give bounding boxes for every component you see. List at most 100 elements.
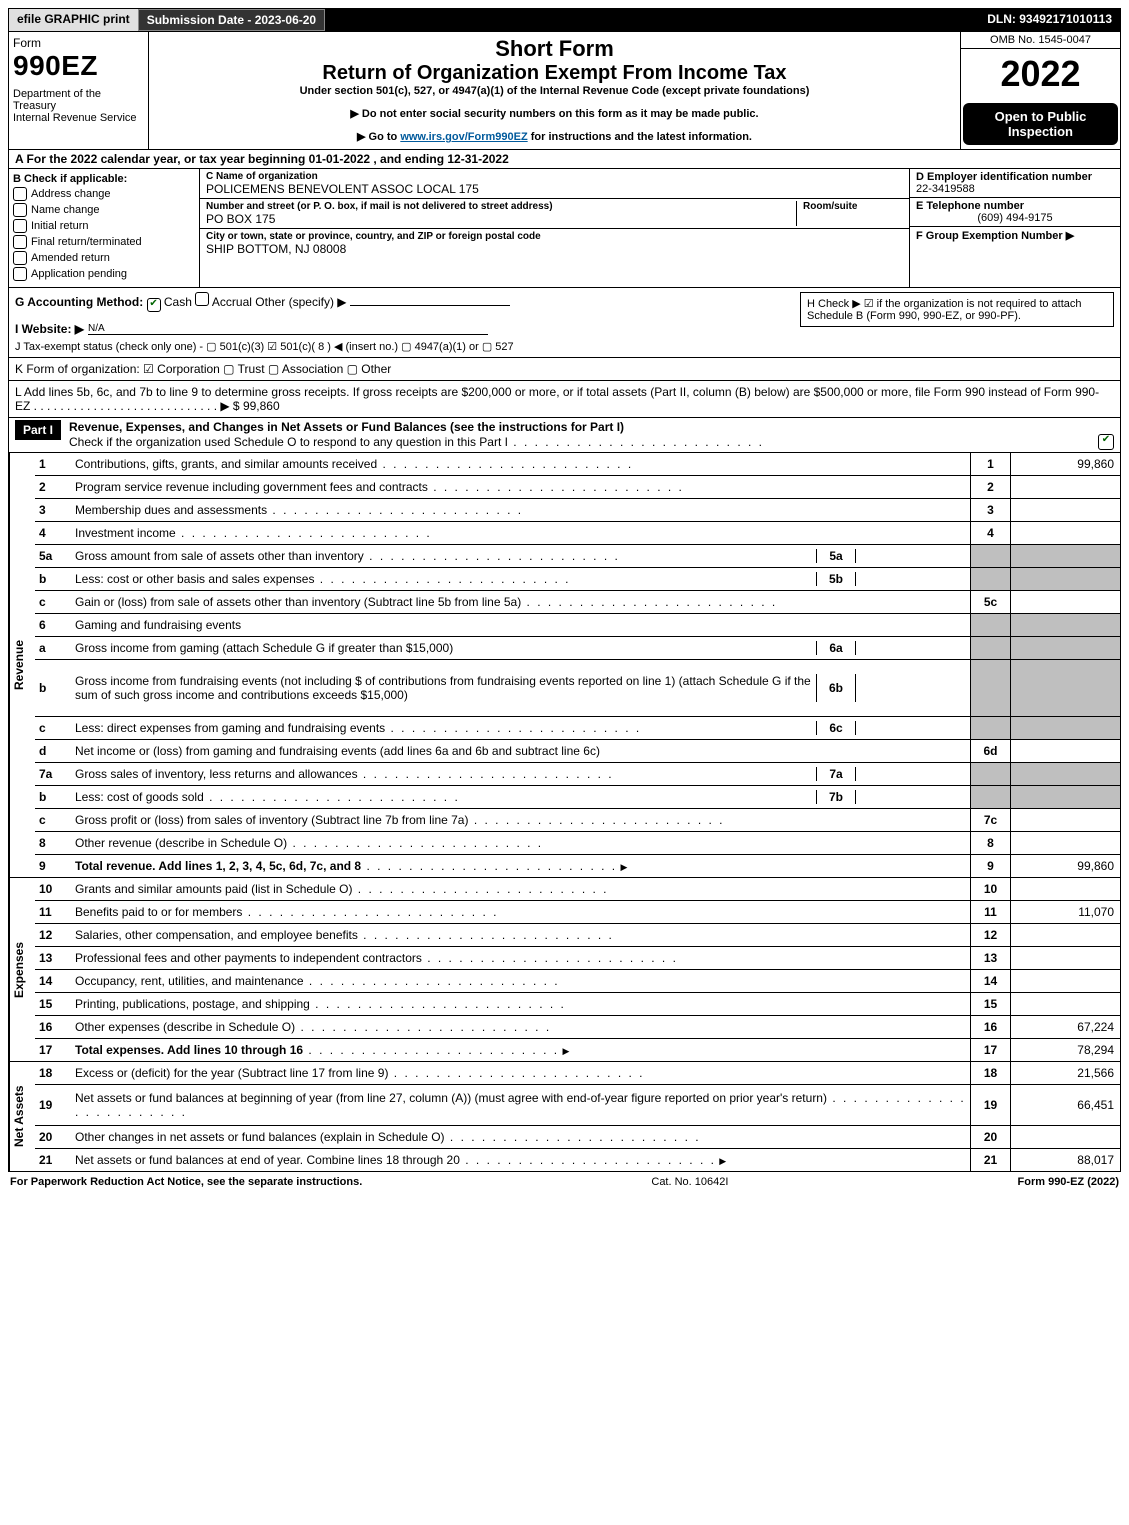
col-c-org-info: C Name of organization POLICEMENS BENEVO… (199, 169, 910, 287)
line-6a: aGross income from gaming (attach Schedu… (35, 637, 1120, 660)
form-header: Form 990EZ Department of the Treasury In… (8, 32, 1121, 150)
line-5b: bLess: cost or other basis and sales exp… (35, 568, 1120, 591)
part1-schedule-o-chk[interactable] (1098, 434, 1114, 450)
footer-left: For Paperwork Reduction Act Notice, see … (10, 1176, 362, 1188)
g-other-input[interactable] (350, 305, 510, 306)
i-website-row: I Website: ▶ N/A (15, 322, 792, 336)
phone-value: (609) 494-9175 (916, 212, 1114, 224)
part1-header-row: Part I Revenue, Expenses, and Changes in… (8, 418, 1121, 453)
col-def: D Employer identification number 22-3419… (910, 169, 1120, 287)
addr-label: Number and street (or P. O. box, if mail… (206, 201, 796, 212)
chk-cash[interactable] (147, 298, 161, 312)
line-15: 15Printing, publications, postage, and s… (35, 993, 1120, 1016)
line-10: 10Grants and similar amounts paid (list … (35, 878, 1120, 901)
g-label: G Accounting Method: (15, 295, 143, 309)
expenses-ledger: Expenses 10Grants and similar amounts pa… (8, 878, 1121, 1062)
line-6d: dNet income or (loss) from gaming and fu… (35, 740, 1120, 763)
row-a-tax-year: A For the 2022 calendar year, or tax yea… (8, 150, 1121, 169)
part1-badge: Part I (15, 420, 61, 440)
d-label: D Employer identification number (916, 171, 1114, 183)
header-center: Short Form Return of Organization Exempt… (149, 32, 960, 149)
org-address: PO BOX 175 (206, 212, 796, 226)
title-short-form: Short Form (153, 36, 956, 62)
e-phone-block: E Telephone number (609) 494-9175 (910, 198, 1120, 227)
department-label: Department of the Treasury Internal Reve… (13, 88, 144, 124)
revenue-side-label: Revenue (9, 453, 35, 877)
irs-link[interactable]: www.irs.gov/Form990EZ (400, 131, 527, 143)
subtitle-under: Under section 501(c), 527, or 4947(a)(1)… (153, 85, 956, 97)
room-label: Room/suite (803, 201, 903, 212)
chk-amended-return[interactable]: Amended return (13, 251, 195, 265)
line-6b: bGross income from fundraising events (n… (35, 660, 1120, 717)
e-label: E Telephone number (916, 200, 1114, 212)
i-label: I Website: ▶ (15, 322, 84, 336)
line-13: 13Professional fees and other payments t… (35, 947, 1120, 970)
line-7c: cGross profit or (loss) from sales of in… (35, 809, 1120, 832)
dln-label: DLN: 93492171010113 (979, 9, 1120, 31)
header-left: Form 990EZ Department of the Treasury In… (9, 32, 149, 149)
note-goto: ▶ Go to www.irs.gov/Form990EZ for instru… (153, 130, 956, 143)
c-name-block: C Name of organization POLICEMENS BENEVO… (200, 169, 909, 199)
chk-accrual[interactable] (195, 292, 209, 306)
submission-date: Submission Date - 2023-06-20 (138, 9, 325, 31)
chk-final-return[interactable]: Final return/terminated (13, 235, 195, 249)
top-bar: efile GRAPHIC print Submission Date - 20… (8, 8, 1121, 32)
j-tax-exempt: J Tax-exempt status (check only one) - ▢… (15, 340, 1114, 353)
website-value: N/A (88, 323, 488, 335)
arrow-icon (620, 859, 627, 873)
title-return: Return of Organization Exempt From Incom… (153, 62, 956, 85)
footer-mid: Cat. No. 10642I (651, 1176, 728, 1188)
page-footer: For Paperwork Reduction Act Notice, see … (8, 1172, 1121, 1188)
netassets-body: 18Excess or (deficit) for the year (Subt… (35, 1062, 1120, 1171)
part1-desc: Revenue, Expenses, and Changes in Net As… (69, 420, 1114, 434)
expenses-body: 10Grants and similar amounts paid (list … (35, 878, 1120, 1061)
d-ein-block: D Employer identification number 22-3419… (910, 169, 1120, 198)
line-19: 19Net assets or fund balances at beginni… (35, 1085, 1120, 1126)
arrow-icon (719, 1153, 726, 1167)
line-21: 21Net assets or fund balances at end of … (35, 1149, 1120, 1171)
line-7a: 7aGross sales of inventory, less returns… (35, 763, 1120, 786)
section-b: B Check if applicable: Address change Na… (8, 169, 1121, 288)
line-2: 2Program service revenue including gover… (35, 476, 1120, 499)
footer-right: Form 990-EZ (2022) (1018, 1176, 1119, 1188)
chk-name-change[interactable]: Name change (13, 203, 195, 217)
line-8: 8Other revenue (describe in Schedule O)8 (35, 832, 1120, 855)
ein-value: 22-3419588 (916, 183, 1114, 195)
chk-address-change[interactable]: Address change (13, 187, 195, 201)
f-group-exemption: F Group Exemption Number ▶ (910, 227, 1120, 244)
line-18: 18Excess or (deficit) for the year (Subt… (35, 1062, 1120, 1085)
lines-g-to-l: H Check ▶ ☑ if the organization is not r… (8, 288, 1121, 358)
line-9: 9Total revenue. Add lines 1, 2, 3, 4, 5c… (35, 855, 1120, 877)
header-right: OMB No. 1545-0047 2022 Open to Public In… (960, 32, 1120, 149)
h-box: H Check ▶ ☑ if the organization is not r… (800, 292, 1114, 327)
part1-sub: Check if the organization used Schedule … (69, 435, 1098, 449)
omb-number: OMB No. 1545-0047 (961, 32, 1120, 49)
line-5a: 5aGross amount from sale of assets other… (35, 545, 1120, 568)
efile-label[interactable]: efile GRAPHIC print (9, 9, 138, 31)
line-1: 1Contributions, gifts, grants, and simil… (35, 453, 1120, 476)
form-word: Form (13, 36, 144, 50)
open-public-badge: Open to Public Inspection (963, 103, 1118, 145)
line-7b: bLess: cost of goods sold7b (35, 786, 1120, 809)
col-b-checkboxes: B Check if applicable: Address change Na… (9, 169, 199, 287)
revenue-ledger: Revenue 1Contributions, gifts, grants, a… (8, 453, 1121, 878)
form-number: 990EZ (13, 50, 144, 82)
line-16: 16Other expenses (describe in Schedule O… (35, 1016, 1120, 1039)
note-goto-post: for instructions and the latest informat… (531, 131, 752, 143)
line-11: 11Benefits paid to or for members1111,07… (35, 901, 1120, 924)
line-12: 12Salaries, other compensation, and empl… (35, 924, 1120, 947)
city-label: City or town, state or province, country… (206, 231, 903, 242)
part1-desc-block: Revenue, Expenses, and Changes in Net As… (61, 420, 1114, 450)
line-6c: cLess: direct expenses from gaming and f… (35, 717, 1120, 740)
line-4: 4Investment income4 (35, 522, 1120, 545)
netassets-ledger: Net Assets 18Excess or (deficit) for the… (8, 1062, 1121, 1172)
org-name: POLICEMENS BENEVOLENT ASSOC LOCAL 175 (206, 182, 903, 196)
chk-initial-return[interactable]: Initial return (13, 219, 195, 233)
chk-application-pending[interactable]: Application pending (13, 267, 195, 281)
note-goto-pre: ▶ Go to (357, 131, 400, 143)
revenue-body: 1Contributions, gifts, grants, and simil… (35, 453, 1120, 877)
addr-block: Number and street (or P. O. box, if mail… (200, 199, 909, 229)
line-17: 17Total expenses. Add lines 10 through 1… (35, 1039, 1120, 1061)
k-form-org: K Form of organization: ☑ Corporation ▢ … (8, 358, 1121, 381)
org-city: SHIP BOTTOM, NJ 08008 (206, 242, 903, 256)
